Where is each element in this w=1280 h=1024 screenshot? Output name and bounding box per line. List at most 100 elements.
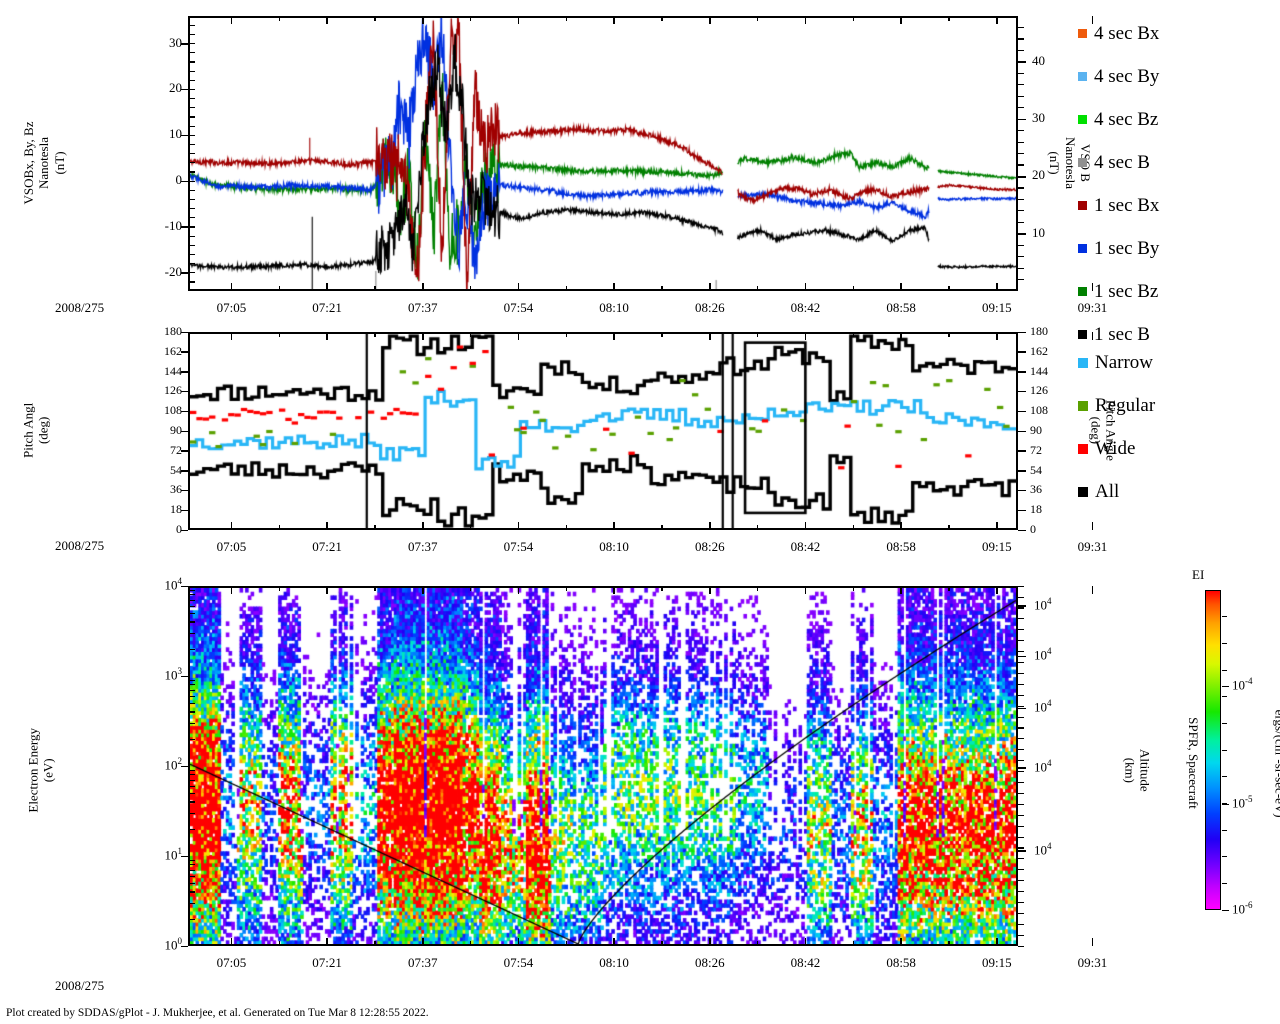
panel1-xtick-mark-top xyxy=(517,16,520,24)
panel3-xtick-mark-top xyxy=(230,586,233,594)
panel3-ytick-mark-left xyxy=(181,855,188,858)
panel3-xminor xyxy=(661,941,663,946)
panel1-ytick-mark-left xyxy=(181,134,188,137)
panel3-ytick-left: 104 xyxy=(164,576,183,593)
panel3-minor-tick-right xyxy=(1018,651,1024,653)
panel3-xminor-top xyxy=(278,586,280,591)
panel2-ytick-mark-left xyxy=(181,489,188,492)
panel2-ytick-mark-left xyxy=(181,509,188,512)
panel1-ytick-left: -20 xyxy=(164,263,182,279)
panel2-ytick-left: 126 xyxy=(164,383,182,398)
panel1-minor-tick-left xyxy=(190,180,195,182)
pitch-angle-plot-frame xyxy=(188,332,1018,530)
panel1-xtick-mark-top xyxy=(613,16,615,24)
legend-item-4-sec-by[interactable]: 4 sec By xyxy=(1078,55,1278,98)
panel3-ytick-mark-left xyxy=(181,945,188,948)
panel1-minor-tick-left xyxy=(190,272,195,274)
legend-label: 1 sec Bz xyxy=(1094,280,1159,302)
panel3-minor-tick-left xyxy=(190,679,195,681)
panel3-minor-tick-left xyxy=(190,882,195,884)
panel1-minor-tick-left xyxy=(190,235,195,237)
panel3-minor-tick-right xyxy=(1018,705,1024,707)
panel1-ytick-left: 30 xyxy=(169,34,182,50)
panel2-xtick-mark xyxy=(326,522,328,530)
panel1-xtick-mark-top xyxy=(1091,16,1094,24)
panel1-xtick-label: 09:15 xyxy=(981,300,1012,315)
legend-swatch-icon xyxy=(1078,158,1087,167)
panel3-xminor xyxy=(278,941,280,946)
panel1-ytick-left: 20 xyxy=(169,80,182,96)
panel3-xtick-mark-top xyxy=(326,586,328,594)
legend-item-1-sec-by[interactable]: 1 sec By xyxy=(1078,227,1278,270)
legend-item-1-sec-b[interactable]: 1 sec B xyxy=(1078,313,1278,356)
legend-item-narrow[interactable]: Narrow xyxy=(1078,341,1278,384)
panel2-ytick-right: 36 xyxy=(1030,482,1042,497)
panel1-minor-tick-right xyxy=(1018,153,1024,155)
panel1-minor-tick-right xyxy=(1018,84,1024,86)
panel1-xminor-top xyxy=(469,16,472,21)
panel1-xtick-mark xyxy=(230,283,233,291)
panel3-minor-tick-right xyxy=(1018,661,1024,664)
panel2-xtick-mark xyxy=(804,522,807,530)
legend-item-wide[interactable]: Wide xyxy=(1078,427,1278,470)
legend-swatch-icon xyxy=(1078,443,1088,454)
legend-item-1-sec-bz[interactable]: 1 sec Bz xyxy=(1078,270,1278,313)
panel3-xtick-label: 08:58 xyxy=(886,955,916,970)
panel1-xtick-label: 08:26 xyxy=(694,300,725,315)
panel2-xtick-label: 09:31 xyxy=(1077,539,1108,554)
panel3-xtick-mark xyxy=(422,938,424,946)
panel1-xminor-top xyxy=(948,16,950,21)
panel3-xtick-mark xyxy=(900,938,903,946)
panel3-ytick-mark-left xyxy=(181,585,188,588)
panel1-minor-tick-left xyxy=(190,98,195,100)
panel3-minor-tick-right xyxy=(1018,781,1024,784)
panel1-minor-tick-left xyxy=(190,43,195,45)
panel3-minor-tick-right xyxy=(1018,858,1024,860)
panel3-ytick-left: 102 xyxy=(164,756,183,773)
panel2-xtick-label: 07:21 xyxy=(312,539,342,554)
panel1-minor-tick-left xyxy=(190,281,195,283)
legend-item-4-sec-bx[interactable]: 4 sec Bx xyxy=(1078,12,1278,55)
panel2-xminor xyxy=(661,525,663,530)
pitch-angle-legend: Narrow Regular Wide All xyxy=(1078,341,1278,513)
panel3-xtick-mark-top xyxy=(613,586,615,594)
panel2-ytick-left: 144 xyxy=(164,363,182,378)
legend-item-1-sec-bx[interactable]: 1 sec Bx xyxy=(1078,184,1278,227)
panel1-minor-tick-left xyxy=(190,162,195,164)
panel3-minor-tick-left xyxy=(190,902,195,904)
panel1-xtick-mark xyxy=(422,283,424,291)
panel3-xtick-mark xyxy=(613,938,615,946)
panel1-minor-tick-right xyxy=(1018,26,1024,29)
panel2-xminor xyxy=(278,525,280,530)
panel1-minor-tick-left xyxy=(190,143,195,146)
panel2-xminor-top xyxy=(852,332,854,337)
panel1-xtick-mark xyxy=(804,283,807,291)
legend-item-regular[interactable]: Regular xyxy=(1078,384,1278,427)
panel2-ytick-right: 54 xyxy=(1030,462,1042,477)
panel2-xtick-mark xyxy=(230,522,233,530)
colorbar-minor-tick xyxy=(1222,802,1227,805)
panel3-minor-tick-right xyxy=(1018,607,1024,609)
panel3-xminor-top xyxy=(661,586,663,591)
legend-swatch-icon xyxy=(1078,115,1087,124)
legend-label: 4 sec By xyxy=(1094,65,1160,87)
legend-item-all[interactable]: All xyxy=(1078,470,1278,513)
panel1-minor-tick-right xyxy=(1018,164,1024,166)
panel1-xminor xyxy=(852,286,854,291)
panel1-minor-tick-right xyxy=(1018,72,1024,74)
legend-item-4-sec-b[interactable]: 4 sec B xyxy=(1078,141,1278,184)
panel3-minor-tick-right xyxy=(1018,901,1024,904)
panel1-ytick-mark-left xyxy=(181,43,188,45)
panel3-minor-tick-left xyxy=(190,801,195,803)
panel3-ytick-mark-right xyxy=(1018,605,1026,607)
panel3-left-axis-label: Electron Energy (eV) xyxy=(25,728,56,813)
panel3-date-label: 2008/275 xyxy=(55,978,105,993)
panel3-xtick-mark xyxy=(517,938,520,946)
legend-item-4-sec-bz[interactable]: 4 sec Bz xyxy=(1078,98,1278,141)
panel3-xtick-mark-top xyxy=(1091,586,1094,594)
legend-label: 1 sec Bx xyxy=(1094,194,1160,216)
panel1-xtick-label: 08:10 xyxy=(599,300,629,315)
panel2-xtick-mark-top xyxy=(996,332,998,340)
panel2-ytick-right: 108 xyxy=(1030,403,1048,418)
panel3-minor-tick-right xyxy=(1018,672,1024,674)
